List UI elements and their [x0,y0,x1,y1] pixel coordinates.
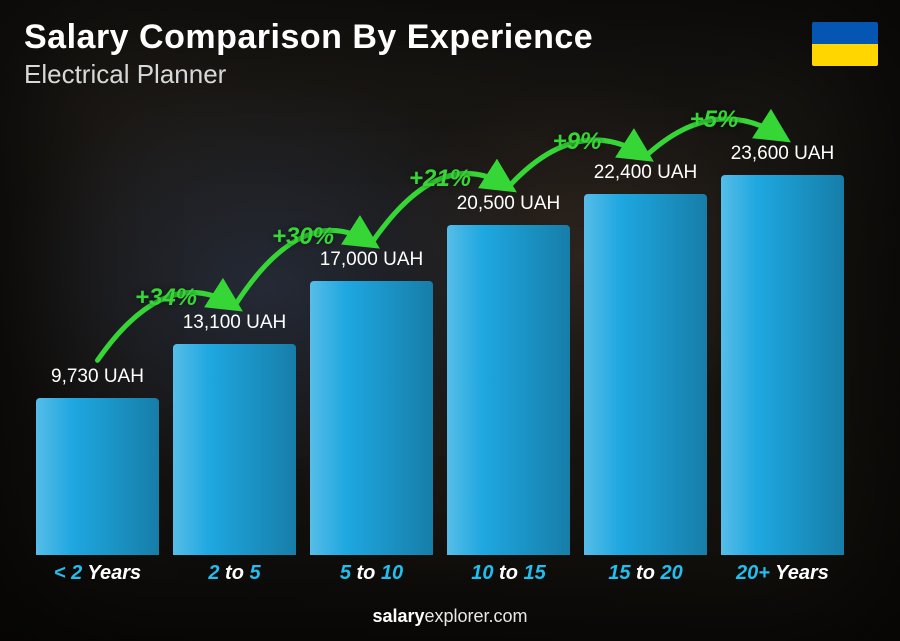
bar-value-label: 20,500 UAH [457,193,561,215]
chart-title: Salary Comparison By Experience [24,18,593,57]
delta-label: +34% [135,284,197,312]
chart-subtitle: Electrical Planner [24,59,593,90]
x-axis: < 2 Years 2 to 5 5 to 10 10 to 15 15 to 20 20… [30,562,850,585]
delta-label: +5% [690,106,739,134]
bar-slot: 20,500 UAH [447,193,570,555]
bar-value-label: 22,400 UAH [594,162,698,184]
footer-brand: salaryexplorer.com [0,606,900,627]
bar [584,194,707,555]
flag-stripe-top [812,22,878,44]
x-tick: 2 to 5 [173,562,296,585]
delta-label: +9% [553,128,602,156]
x-tick: 10 to 15 [447,562,570,585]
x-tick: 20+ Years [721,562,844,585]
bar-value-label: 13,100 UAH [183,312,287,334]
bar-slot: 17,000 UAH [310,249,433,555]
footer-brand-bold: salary [372,606,424,626]
bar [721,175,844,555]
x-tick: < 2 Years [36,562,159,585]
bar [310,281,433,555]
bar [173,344,296,555]
bar-slot: 23,600 UAH [721,143,844,555]
bar-value-label: 9,730 UAH [51,366,144,388]
country-flag-ukraine [812,22,878,66]
delta-label: +21% [409,165,471,193]
chart-header: Salary Comparison By Experience Electric… [24,18,593,90]
x-tick: 15 to 20 [584,562,707,585]
bar-value-label: 23,600 UAH [731,143,835,165]
x-tick: 5 to 10 [310,562,433,585]
bar-slot: 22,400 UAH [584,162,707,555]
footer-brand-rest: explorer.com [425,606,528,626]
bar [36,398,159,555]
bar-slot: 13,100 UAH [173,312,296,555]
bar-slot: 9,730 UAH [36,366,159,555]
bar [447,225,570,555]
delta-label: +30% [272,223,334,251]
bar-value-label: 17,000 UAH [320,249,424,271]
flag-stripe-bottom [812,44,878,66]
